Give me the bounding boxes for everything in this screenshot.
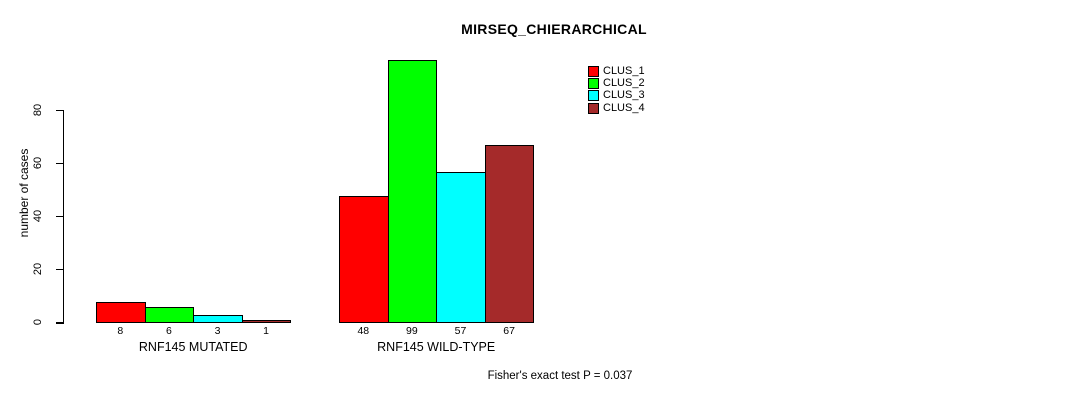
legend-label: CLUS_2 bbox=[603, 77, 645, 90]
y-tick-mark bbox=[56, 216, 64, 218]
legend-label: CLUS_1 bbox=[603, 64, 645, 77]
y-tick-mark bbox=[56, 322, 64, 324]
bar-value-label: 3 bbox=[214, 325, 221, 337]
y-tick-label: 40 bbox=[32, 209, 44, 222]
bar-value-label: 67 bbox=[503, 325, 515, 337]
y-tick-label: 0 bbox=[32, 318, 44, 326]
bar-clus_1 bbox=[96, 301, 146, 323]
bar-clus_1 bbox=[339, 195, 389, 323]
y-tick-mark bbox=[56, 110, 64, 112]
bar-value-label: 1 bbox=[263, 325, 270, 337]
y-tick-mark bbox=[56, 163, 64, 165]
fisher-test-annotation: Fisher's exact test P = 0.037 bbox=[487, 370, 633, 382]
legend-item: CLUS_3 bbox=[588, 90, 645, 102]
y-tick-mark bbox=[56, 269, 64, 271]
bar-clus_4 bbox=[241, 320, 292, 323]
bar-clus_3 bbox=[193, 315, 243, 323]
legend: CLUS_1 CLUS_2 CLUS_3 CLUS_4 bbox=[588, 65, 645, 115]
y-tick-label: 80 bbox=[32, 103, 44, 116]
bar-value-label: 57 bbox=[454, 325, 467, 337]
bar-clus_2 bbox=[144, 307, 195, 323]
bar-clus_4 bbox=[484, 145, 535, 323]
x-group-label: RNF145 WILD-TYPE bbox=[377, 340, 496, 354]
y-tick-label: 20 bbox=[32, 262, 44, 276]
bar-value-label: 99 bbox=[406, 325, 418, 337]
legend-swatch-icon bbox=[588, 65, 599, 77]
chart-title: MIRSEQ_CHIERARCHICAL bbox=[461, 21, 647, 37]
bar-value-label: 8 bbox=[117, 325, 124, 337]
y-axis-label: number of cases bbox=[17, 148, 31, 238]
x-group-label: RNF145 MUTATED bbox=[138, 340, 248, 354]
legend-label: CLUS_4 bbox=[603, 101, 645, 114]
bar-value-label: 6 bbox=[165, 325, 172, 337]
bar-value-label: 48 bbox=[357, 325, 370, 337]
legend-label: CLUS_3 bbox=[603, 89, 645, 102]
bar-clus_3 bbox=[436, 171, 486, 323]
bar-clus_2 bbox=[387, 60, 438, 323]
legend-swatch-icon bbox=[588, 90, 599, 102]
legend-swatch-icon bbox=[588, 78, 599, 90]
legend-swatch-icon bbox=[588, 102, 599, 114]
y-tick-label: 60 bbox=[32, 156, 44, 169]
legend-item: CLUS_2 bbox=[588, 77, 645, 90]
legend-item: CLUS_1 bbox=[588, 65, 645, 77]
legend-item: CLUS_4 bbox=[588, 102, 645, 114]
